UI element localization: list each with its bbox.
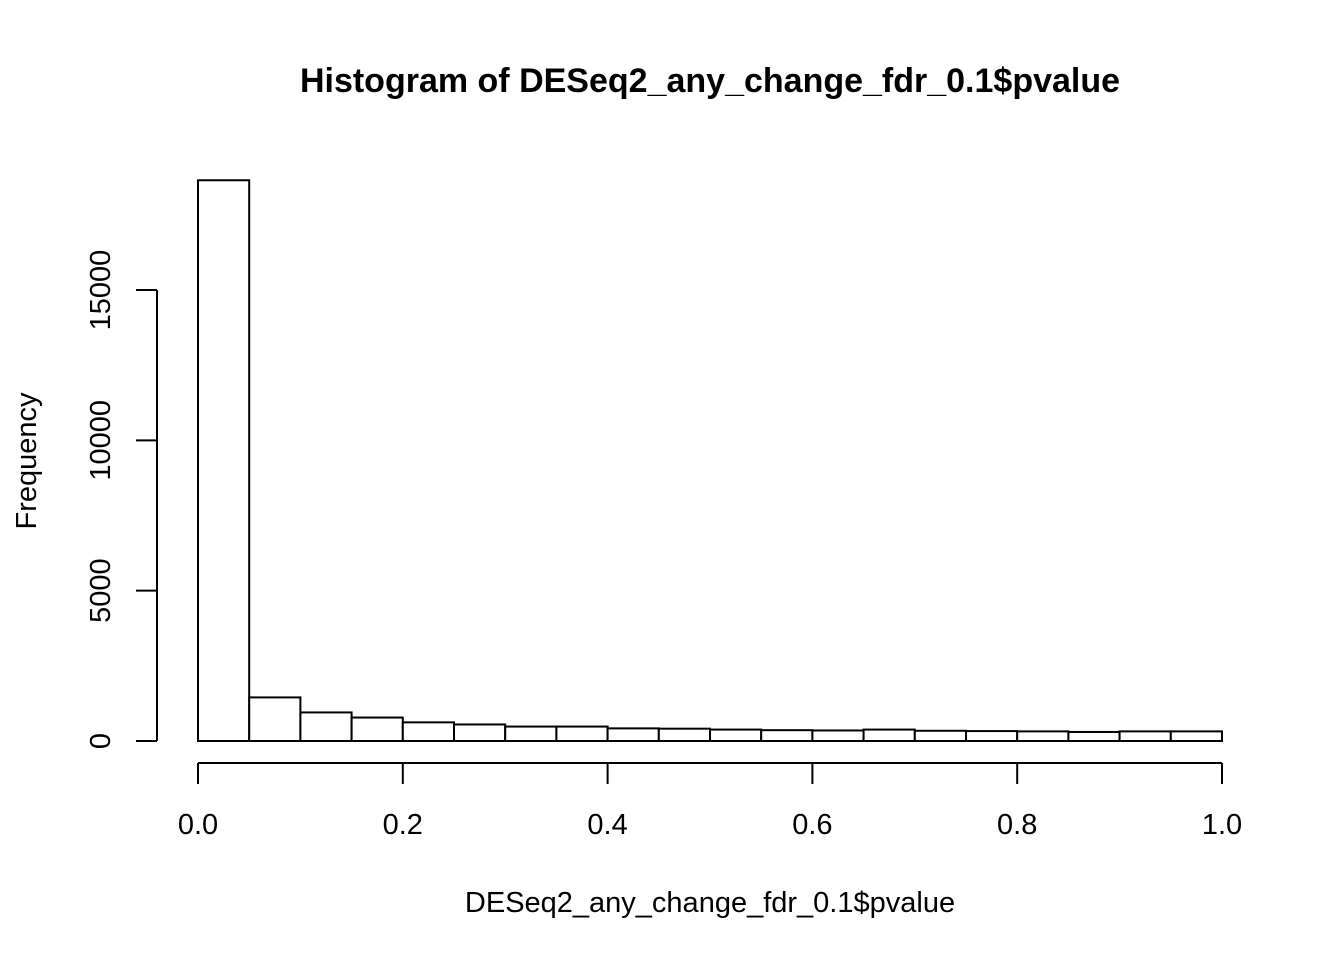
histogram-bar: [350, 716, 404, 742]
histogram-bar: [760, 729, 814, 743]
histogram-bar: [1067, 730, 1121, 742]
x-axis: 0.0 0.2 0.4 0.6 0.8 1.0: [178, 762, 1242, 841]
x-tick-label: 0.8: [997, 809, 1037, 841]
histogram-bar: [862, 728, 916, 742]
y-axis: 0 5000 10000 15000: [85, 250, 158, 749]
histogram-bar: [606, 727, 660, 743]
histogram-bar: [1016, 730, 1070, 742]
x-tick-label: 0.6: [792, 809, 832, 841]
x-tick-label: 1.0: [1202, 809, 1242, 841]
y-tick-label: 0: [85, 733, 117, 749]
histogram-bar: [1118, 730, 1172, 742]
histogram-bar: [913, 729, 967, 743]
x-tick-label: 0.2: [383, 809, 423, 841]
histogram-bar: [965, 730, 1019, 743]
chart-title: Histogram of DESeq2_any_change_fdr_0.1$p…: [300, 62, 1120, 100]
y-tick-label: 15000: [85, 250, 117, 331]
y-axis-label: Frequency: [11, 392, 43, 530]
histogram-bar: [197, 179, 251, 743]
histogram-bar: [299, 711, 353, 742]
histogram-bar: [811, 729, 865, 743]
bars-group: [197, 179, 1224, 743]
histogram-bar: [401, 721, 455, 742]
histogram-bar: [1169, 730, 1224, 742]
histogram-bar: [453, 723, 507, 742]
histogram-bar: [504, 725, 558, 742]
histogram-bar: [555, 725, 609, 742]
y-tick-label: 5000: [85, 558, 117, 623]
x-tick-label: 0.0: [178, 809, 218, 841]
histogram-bar: [657, 727, 711, 743]
x-tick-label: 0.4: [587, 809, 627, 841]
x-axis-label: DESeq2_any_change_fdr_0.1$pvalue: [465, 887, 955, 919]
histogram-bar: [248, 696, 302, 742]
histogram-bar: [709, 728, 763, 742]
y-tick-label: 10000: [85, 400, 117, 481]
